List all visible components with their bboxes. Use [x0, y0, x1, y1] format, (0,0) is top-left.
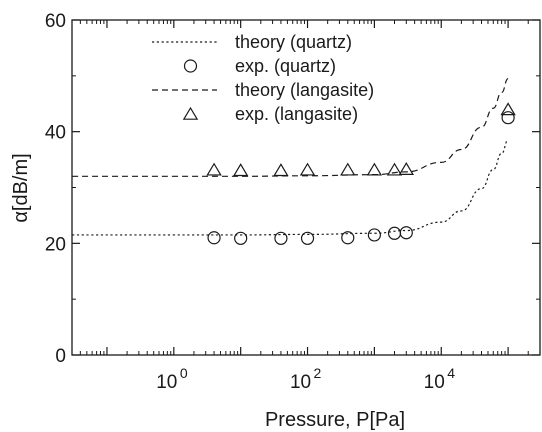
langasite-data-point [232, 163, 249, 177]
y-tick-label: 40 [45, 123, 66, 144]
legend: theory (quartz) exp. (quartz) theory (lang… [152, 32, 374, 124]
legend-swatch-triangle [182, 106, 199, 120]
y-tick-label: 0 [55, 346, 66, 367]
experimental-markers [206, 102, 516, 245]
x-tick-exponent: 4 [447, 365, 455, 381]
langasite-data-point [500, 102, 516, 116]
langasite-data-point [206, 162, 222, 176]
langasite-data-point [299, 162, 316, 176]
theory-curves [72, 78, 509, 236]
quartz-data-point [387, 226, 402, 240]
quartz-data-point [501, 111, 515, 125]
langasite-data-point [340, 162, 356, 176]
quartz-data-point [399, 226, 413, 240]
x-axis-title: Pressure, P[Pa] [265, 409, 405, 431]
x-tick-label: 10 [156, 372, 177, 393]
legend-label: theory (quartz) [235, 32, 352, 52]
legend-label: theory (langasite) [235, 80, 374, 100]
langasite-data-point [273, 163, 289, 177]
y-tick-labels: 0 20 40 60 [45, 11, 66, 367]
minor-ticks [72, 20, 540, 355]
langasite-data-point [366, 162, 383, 176]
legend-swatch-circle [183, 59, 198, 73]
quartz-data-point [207, 231, 221, 245]
langasite-data-point [386, 162, 403, 176]
y-tick-label: 20 [45, 234, 66, 255]
y-tick-label: 60 [45, 11, 66, 32]
legend-label: exp. (quartz) [235, 56, 336, 76]
x-tick-label: 10 [424, 372, 445, 393]
quartz-data-point [341, 231, 355, 245]
langasite-data-point [398, 162, 414, 175]
quartz-data-point [300, 231, 315, 245]
legend-label: exp. (langasite) [235, 104, 358, 124]
x-tick-labels: 10 0 10 2 10 4 [156, 365, 455, 393]
major-ticks [72, 19, 540, 356]
y-axis-title: α[dB/m] [10, 153, 32, 222]
quartz-data-point [274, 231, 288, 245]
quartz-data-point [367, 228, 381, 242]
theory-quartz-curve [72, 139, 509, 236]
quartz-data-point [234, 231, 248, 245]
x-tick-exponent: 0 [180, 365, 188, 381]
x-tick-label: 10 [290, 372, 311, 393]
x-tick-exponent: 2 [314, 365, 322, 381]
theory-langasite-curve [72, 78, 509, 177]
